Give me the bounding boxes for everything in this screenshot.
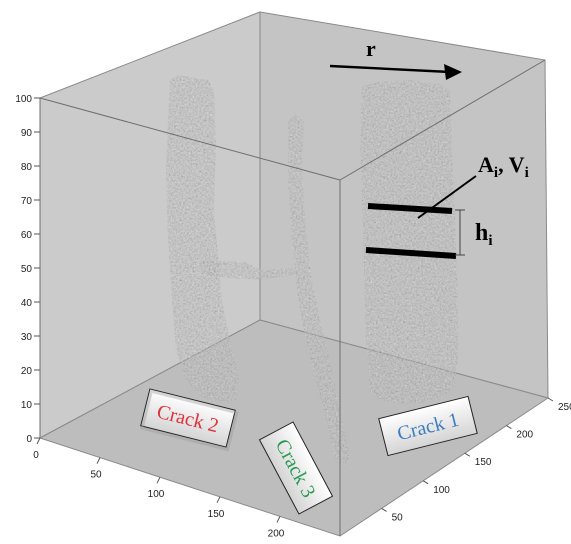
y-tick-label-mark: [547, 397, 554, 402]
av-leader-line: [417, 175, 477, 219]
crack-2-volume: [166, 75, 300, 404]
x-tick-label-mark: [156, 476, 161, 484]
crack-1-volume: [360, 80, 458, 404]
r-label: r: [366, 36, 376, 61]
y-tick-label-mark: [422, 480, 429, 485]
y-tick-label: 150: [475, 457, 492, 468]
z-tick-label: 90: [21, 128, 33, 139]
crack-3-volume: [288, 114, 350, 466]
y-axis: 50 100 150 200 250: [381, 397, 571, 523]
x-tick-label-mark: [216, 496, 221, 504]
x-axis: 0 50 100 150 200: [33, 437, 285, 539]
y-tick-label: 200: [516, 430, 533, 441]
x-tick-label: 150: [208, 509, 225, 520]
section-line-lower: [365, 247, 457, 259]
z-tick-label: 20: [21, 366, 33, 377]
z-tick-label: 0: [26, 434, 32, 445]
z-tick-label: 30: [21, 332, 33, 343]
x-tick-label: 100: [148, 489, 165, 500]
front-edge-top-left: [39, 97, 341, 181]
z-tick-label: 70: [21, 196, 33, 207]
area-volume-label: Ai, Vi: [478, 152, 529, 181]
x-tick-label-mark: [276, 516, 281, 523]
z-tick-label: 10: [21, 400, 33, 411]
x-tick-label-mark: [36, 437, 41, 445]
height-label: hi: [475, 220, 493, 249]
r-arrow: [329, 64, 462, 80]
height-bracket: [455, 209, 465, 256]
z-tick-label: 100: [15, 94, 32, 105]
y-tick-label: 100: [433, 485, 450, 496]
x-tick-label: 50: [90, 470, 102, 481]
z-tick-label: 80: [21, 162, 33, 173]
crack-1-label-box: Crack 1: [378, 395, 478, 457]
crack-2-label-box: Crack 2: [140, 388, 239, 452]
x-tick-label-mark: [96, 457, 101, 464]
z-axis: 0 10 20 30 40 50 60 70 80 90 100: [15, 94, 41, 445]
x-tick-label: 200: [268, 528, 285, 539]
front-edge-top-right: [339, 59, 546, 181]
section-line-upper: [367, 203, 453, 214]
y-tick-label: 50: [392, 512, 404, 523]
z-tick-label: 50: [21, 264, 33, 275]
y-tick-label-mark: [381, 507, 387, 512]
x-tick-label: 0: [33, 450, 39, 461]
y-tick-label: 250: [558, 402, 571, 413]
z-tick-label: 40: [21, 298, 33, 309]
y-tick-label-mark: [506, 425, 512, 430]
y-tick-label-mark: [464, 452, 471, 457]
z-tick-label: 60: [21, 230, 33, 241]
